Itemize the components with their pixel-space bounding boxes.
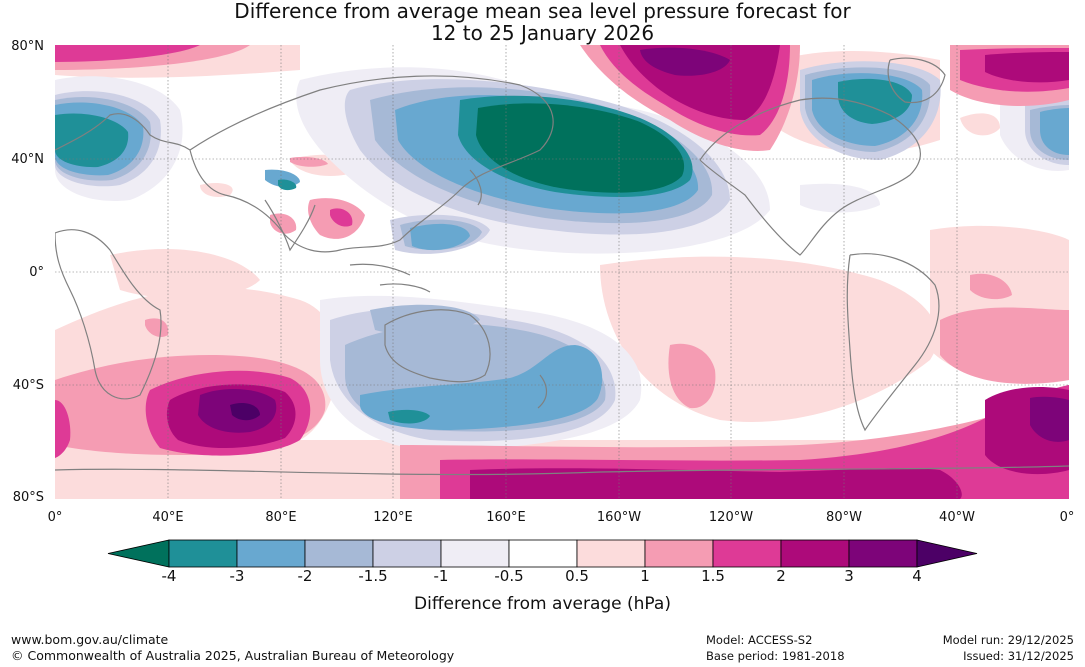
lat-label-80n: 80°N	[11, 39, 44, 54]
colorbar-tick-label: -4	[161, 567, 177, 585]
issued-date: Issued: 31/12/2025	[963, 649, 1074, 663]
colorbar	[107, 539, 978, 568]
lon-label-40e: 40°E	[152, 510, 184, 525]
colorbar-tick-label: -3	[229, 567, 245, 585]
colorbar-swatch	[304, 539, 374, 568]
colorbar-swatch	[712, 539, 782, 568]
colorbar-tick-label: -2	[297, 567, 313, 585]
colorbar-tick-label: 1	[640, 567, 650, 585]
model-run-date: Model run: 29/12/2025	[942, 633, 1074, 647]
lon-label-40w: 40°W	[939, 510, 975, 525]
anomaly-field	[55, 45, 1069, 499]
graticule	[55, 45, 1069, 499]
lon-label-80w: 80°W	[826, 510, 862, 525]
coastlines	[55, 57, 1069, 476]
website-link[interactable]: www.bom.gov.au/climate	[11, 632, 169, 647]
colorbar-tick-label: -1	[433, 567, 449, 585]
lat-label-40n: 40°N	[11, 152, 44, 167]
colorbar-tick-label: 4	[912, 567, 922, 585]
colorbar-swatch	[236, 539, 306, 568]
colorbar-extend-low	[107, 539, 170, 568]
colorbar-swatch	[644, 539, 714, 568]
colorbar-title: Difference from average (hPa)	[414, 594, 671, 614]
anomaly-above-4	[230, 403, 260, 421]
lon-label-120w: 120°W	[708, 510, 754, 525]
lon-label-160e: 160°E	[486, 510, 526, 525]
map-title-line1: Difference from average mean sea level p…	[234, 0, 851, 23]
colorbar-swatch	[508, 539, 578, 568]
colorbar-swatch	[440, 539, 510, 568]
base-period: Base period: 1981-2018	[706, 649, 845, 663]
colorbar-swatch	[848, 539, 918, 568]
colorbar-tick-label: 3	[844, 567, 854, 585]
lon-label-0-right: 0°	[1059, 510, 1075, 525]
colorbar-swatch	[372, 539, 442, 568]
colorbar-tick-label: -0.5	[494, 567, 524, 585]
colorbar-swatch	[168, 539, 238, 568]
lat-label-equator: 0°	[29, 265, 44, 280]
lon-label-160w: 160°W	[596, 510, 642, 525]
colorbar-tick-label: 2	[776, 567, 786, 585]
model-name: Model: ACCESS-S2	[706, 633, 813, 647]
colorbar-swatch	[576, 539, 646, 568]
colorbar-tick-label: 1.5	[701, 567, 725, 585]
lon-label-120e: 120°E	[373, 510, 413, 525]
anomaly-below-minus4	[476, 103, 685, 193]
colorbar-tick-label: 0.5	[565, 567, 589, 585]
lon-label-0-left: 0°	[47, 510, 63, 525]
colorbar-swatch	[780, 539, 850, 568]
lat-label-40s: 40°S	[12, 378, 44, 393]
map-title-line2: 12 to 25 January 2026	[430, 21, 655, 45]
colorbar-tick-label: -1.5	[358, 567, 388, 585]
lat-label-80s: 80°S	[12, 490, 44, 505]
colorbar-extend-high	[916, 539, 978, 568]
lon-label-80e: 80°E	[265, 510, 297, 525]
copyright-text: © Commonwealth of Australia 2025, Austra…	[11, 648, 455, 663]
